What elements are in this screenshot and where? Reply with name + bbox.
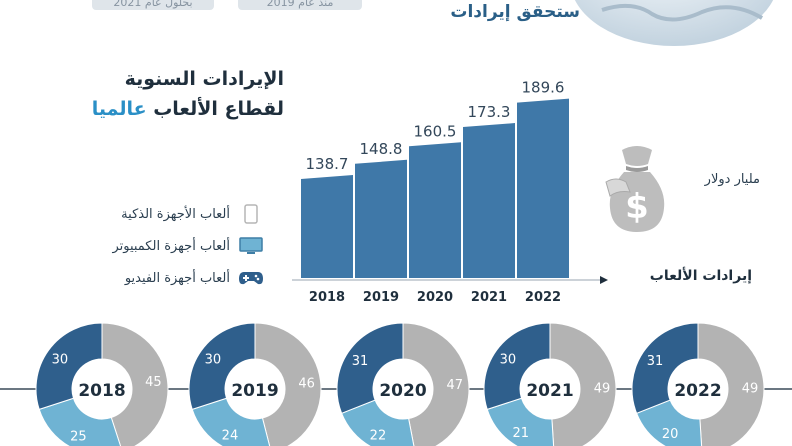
donut-center — [520, 359, 580, 419]
donut-slice-label: 46 — [298, 376, 315, 391]
donut-slice-label: 47 — [446, 378, 463, 393]
svg-text:$: $ — [625, 187, 649, 227]
legend-item-smart-devices: ألعاب الأجهزة الذكية — [70, 198, 264, 230]
bar-2018 — [301, 174, 353, 278]
unit-label: مليار دولار — [704, 172, 760, 187]
smartphone-icon — [238, 204, 264, 224]
globe-icon — [574, 0, 774, 46]
header-pill-left: بحلول عام 2021 — [92, 0, 214, 10]
bar-2021 — [463, 123, 515, 278]
bar-value-label: 148.8 — [360, 140, 403, 158]
legend-label: ألعاب الأجهزة الذكية — [121, 206, 230, 222]
bar-value-label: 173.3 — [468, 103, 511, 121]
donut-slice-label: 31 — [352, 354, 369, 369]
chart-title-accent: عالميا — [91, 98, 147, 120]
donut-slice-label: 24 — [222, 429, 239, 444]
computer-monitor-icon — [238, 236, 264, 256]
chart-title: الإيرادات السنوية لقطاع الألعاب عالميا — [92, 64, 284, 124]
donut-slice-label: 49 — [742, 381, 759, 396]
chart-title-line1: الإيرادات السنوية — [124, 68, 284, 90]
donut-year-label: 2022 — [674, 381, 721, 401]
donut-slice-label: 45 — [145, 375, 162, 390]
legend-item-computers: ألعاب أجهزة الكمبيوتر — [70, 230, 264, 262]
donut-slice-label: 30 — [205, 352, 222, 367]
legend: ألعاب الأجهزة الذكية ألعاب أجهزة الكمبيو… — [70, 198, 264, 294]
header-title: ستحقق إيرادات — [450, 2, 580, 22]
x-tick-label: 2022 — [525, 290, 561, 305]
bar-2022 — [517, 98, 569, 278]
donut-year-label: 2019 — [231, 381, 278, 401]
chart-title-line2: لقطاع الألعاب عالميا — [92, 94, 284, 124]
bar-value-label: 160.5 — [414, 122, 457, 140]
donut-year-label: 2021 — [526, 381, 573, 401]
donut-slice-label: 25 — [70, 429, 87, 444]
bar-2020 — [409, 142, 461, 278]
donut-slice-label: 49 — [594, 381, 611, 396]
donut-slice-label: 22 — [370, 429, 387, 444]
x-tick-label: 2021 — [471, 290, 507, 305]
donut-center — [72, 359, 132, 419]
donut-year-label: 2018 — [78, 381, 125, 401]
x-tick-label: 2020 — [417, 290, 453, 305]
header-pill-middle: منذ عام 2019 — [238, 0, 362, 10]
legend-label: ألعاب أجهزة الكمبيوتر — [112, 238, 230, 254]
legend-item-consoles: ألعاب أجهزة الفيديو — [70, 262, 264, 294]
donut-slice-label: 30 — [52, 352, 69, 367]
donut-slice-label: 31 — [647, 354, 664, 369]
donut-center — [225, 359, 285, 419]
x-tick-label: 2018 — [309, 290, 345, 305]
donut-slice-label: 20 — [662, 427, 679, 442]
donut-center — [668, 359, 728, 419]
bar-2019 — [355, 159, 407, 278]
bar-value-label: 189.6 — [522, 79, 565, 97]
axis-title: إيرادات الألعاب — [649, 268, 752, 284]
donut-center — [373, 359, 433, 419]
donut-slice-label: 21 — [512, 426, 529, 441]
x-tick-label: 2019 — [363, 290, 399, 305]
bar-value-label: 138.7 — [306, 155, 349, 173]
chart-title-line2-text: لقطاع الألعاب — [146, 98, 284, 120]
legend-label: ألعاب أجهزة الفيديو — [124, 270, 230, 286]
gamepad-icon — [238, 268, 264, 288]
money-bag-icon: $ — [605, 146, 665, 232]
donut-slice-label: 30 — [500, 352, 517, 367]
donut-year-label: 2020 — [379, 381, 426, 401]
axis-arrow-icon — [600, 276, 608, 284]
